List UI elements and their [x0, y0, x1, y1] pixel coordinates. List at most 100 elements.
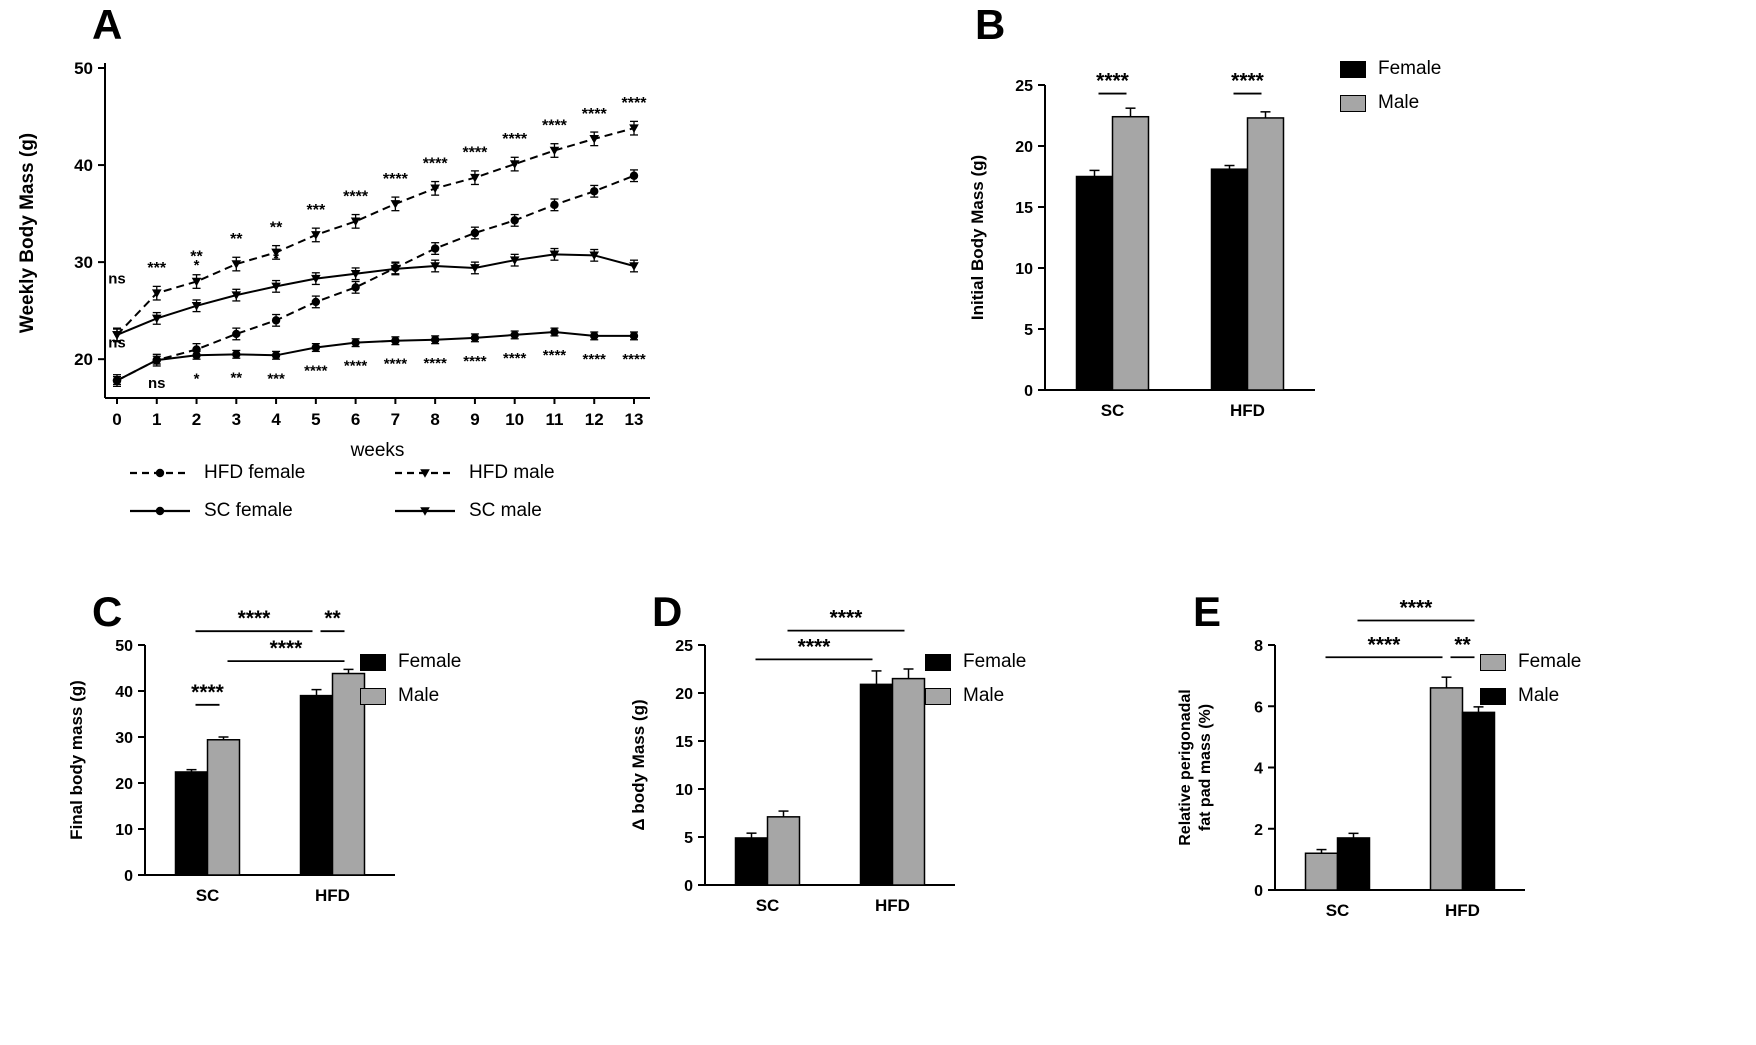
delta-body-mass-bar-chart: 0 5 10 15 20 25 SC HFD **** **** Δ body Mass (g) [629, 607, 955, 915]
svg-text:20: 20 [115, 776, 133, 793]
svg-text:*: * [194, 370, 200, 387]
legend-item-female: Female [360, 651, 461, 673]
male-swatch [1480, 687, 1506, 705]
svg-text:**: ** [1454, 633, 1471, 656]
legend-item-hfd-male: HFD male [393, 462, 658, 484]
svg-text:HFD: HFD [875, 896, 910, 915]
legend-label-sc-male: SC male [469, 500, 542, 521]
svg-text:1: 1 [152, 410, 161, 429]
legend-label-hfd-female: HFD female [204, 462, 306, 483]
svg-text:*: * [273, 250, 279, 267]
svg-text:****: **** [238, 607, 272, 630]
svg-text:0: 0 [124, 868, 133, 885]
svg-text:2: 2 [192, 410, 201, 429]
svg-text:SC: SC [1326, 901, 1350, 920]
svg-text:SC: SC [756, 896, 780, 915]
svg-text:****: **** [1231, 70, 1265, 93]
svg-text:***: *** [267, 370, 285, 387]
legend-item-male: Male [1340, 92, 1441, 114]
legend-label-sc-female: SC female [204, 500, 293, 521]
svg-text:0: 0 [1024, 383, 1033, 400]
svg-text:6: 6 [1254, 699, 1263, 716]
svg-text:****: **** [1096, 70, 1130, 93]
svg-text:**: ** [190, 249, 203, 266]
svg-text:****: **** [583, 351, 607, 368]
svg-text:****: **** [1368, 633, 1402, 656]
svg-text:15: 15 [1015, 200, 1033, 217]
svg-text:10: 10 [115, 822, 133, 839]
svg-text:HFD: HFD [315, 886, 350, 905]
legend-item-hfd-female: HFD female [128, 462, 393, 484]
svg-text:6: 6 [351, 410, 360, 429]
svg-text:Δ body Mass (g): Δ body Mass (g) [629, 699, 648, 830]
svg-text:****: **** [383, 171, 409, 188]
panel-d-label: D [652, 588, 683, 635]
svg-text:13: 13 [625, 410, 644, 429]
legend-label-female: Female [398, 651, 462, 672]
legend-label-female: Female [963, 651, 1027, 672]
panel-b-label: B [975, 1, 1006, 48]
svg-text:****: **** [344, 358, 368, 375]
legend-item-female: Female [1480, 651, 1581, 673]
panel-e: E 0 2 4 6 8 SC HFD **** **** ** Relative perigonad… [1165, 585, 1756, 1045]
panel-b-legend: Female Male [1340, 58, 1441, 114]
legend-item-female: Female [1340, 58, 1441, 80]
svg-text:HFD: HFD [1445, 901, 1480, 920]
svg-text:20: 20 [74, 350, 93, 369]
svg-text:HFD: HFD [1230, 401, 1265, 420]
legend-item-male: Male [360, 685, 461, 707]
svg-text:SC: SC [1101, 401, 1125, 420]
svg-text:10: 10 [505, 410, 524, 429]
panel-a-legend: HFD female HFD male SC female SC male [128, 462, 658, 522]
panel-e-legend: Female Male [1480, 651, 1581, 707]
svg-text:***: *** [307, 202, 326, 219]
svg-text:5: 5 [311, 410, 320, 429]
svg-text:0: 0 [1254, 883, 1263, 900]
legend-item-male: Male [925, 685, 1026, 707]
svg-text:SC: SC [196, 886, 220, 905]
legend-label-female: Female [1378, 58, 1442, 79]
svg-text:****: **** [798, 635, 832, 658]
legend-label-hfd-male: HFD male [469, 462, 555, 483]
svg-text:****: **** [1400, 597, 1434, 620]
legend-label-male: Male [1378, 92, 1420, 113]
svg-text:9: 9 [470, 410, 479, 429]
svg-text:fat pad mass (%): fat pad mass (%) [1197, 704, 1214, 831]
svg-text:10: 10 [675, 782, 693, 799]
panel-a-label: A [92, 1, 123, 48]
svg-text:****: **** [463, 353, 487, 370]
svg-text:8: 8 [430, 410, 439, 429]
svg-text:20: 20 [675, 686, 693, 703]
svg-text:5: 5 [684, 830, 693, 847]
svg-text:****: **** [423, 155, 449, 172]
panel-c: C 0 10 20 30 40 50 SC HFD **** **** **** ** Final bo… [60, 585, 620, 1045]
svg-text:7: 7 [391, 410, 400, 429]
svg-text:Weekly Body Mass (g): Weekly Body Mass (g) [17, 133, 38, 333]
svg-text:15: 15 [675, 734, 693, 751]
svg-text:5: 5 [1024, 322, 1033, 339]
svg-text:****: **** [503, 350, 527, 367]
svg-text:***: *** [147, 260, 166, 277]
legend-label-male: Male [963, 685, 1005, 706]
panel-d: D 0 5 10 15 20 25 SC HFD **** **** Δ body Mass (g)… [620, 585, 1180, 1045]
male-swatch [1340, 94, 1366, 112]
sc-male-line-swatch [395, 507, 455, 516]
legend-label-female: Female [1518, 651, 1582, 672]
svg-text:****: **** [542, 118, 568, 135]
female-swatch [1340, 60, 1366, 78]
svg-text:0: 0 [684, 878, 693, 895]
legend-label-male: Male [398, 685, 440, 706]
panel-c-label: C [92, 588, 123, 635]
svg-text:50: 50 [74, 59, 93, 78]
svg-text:11: 11 [545, 410, 563, 429]
legend-item-sc-female: SC female [128, 500, 393, 522]
svg-text:****: **** [304, 363, 328, 380]
svg-text:**: ** [324, 607, 341, 630]
svg-text:****: **** [343, 188, 369, 205]
svg-text:0: 0 [112, 410, 121, 429]
svg-text:2: 2 [1254, 822, 1263, 839]
svg-text:Initial Body Mass (g): Initial Body Mass (g) [968, 155, 987, 320]
panel-e-label: E [1193, 588, 1222, 635]
